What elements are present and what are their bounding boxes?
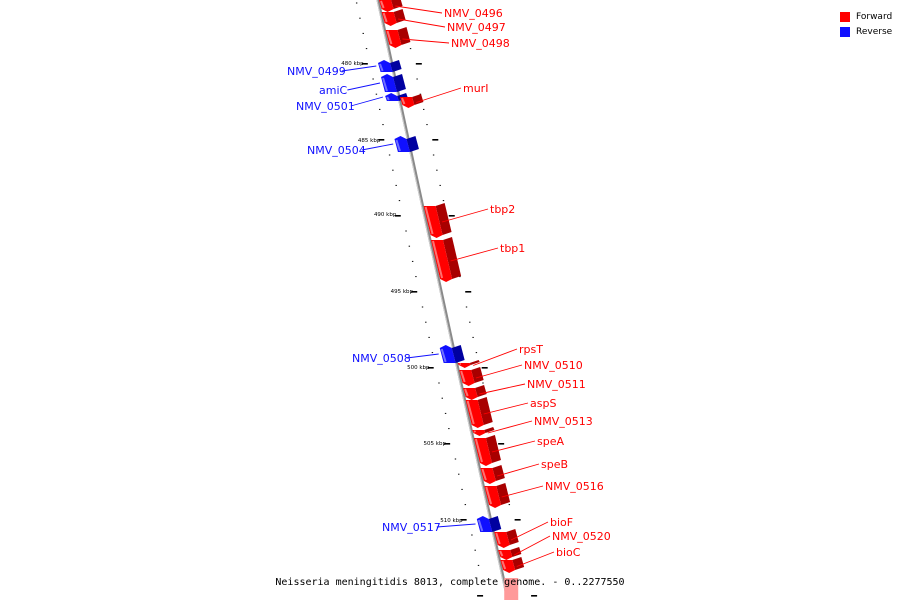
leader-line — [416, 87, 462, 103]
leader-line — [487, 420, 533, 434]
gene-label: NMV_0511 — [527, 378, 586, 391]
legend-label-reverse: Reverse — [856, 26, 893, 37]
leader-line — [516, 551, 555, 567]
kbp-label: 480 kbp — [341, 61, 364, 67]
gene-label: amiC — [319, 84, 348, 97]
gene-feature — [484, 483, 511, 508]
gene-label: rpsT — [519, 343, 543, 356]
gene-feature — [439, 345, 465, 363]
legend-item-forward: Forward — [840, 9, 892, 24]
kbp-label: 490 kbp — [374, 212, 397, 218]
gene-feature — [498, 547, 522, 560]
gene-label: NMV_0513 — [534, 415, 593, 428]
gene-label: bioF — [550, 516, 573, 529]
gene-label: NMV_0520 — [552, 530, 611, 543]
gene-label: tbp2 — [490, 203, 515, 216]
gene-feature — [423, 203, 452, 238]
leader-line — [510, 521, 549, 541]
gene-feature — [459, 367, 484, 386]
kbp-label: 495 kbp — [391, 289, 414, 295]
gene-label: NMV_0504 — [307, 144, 366, 157]
kbp-label: 500 kbp — [407, 365, 430, 371]
gene-label: murI — [463, 82, 488, 95]
gene-label: NMV_0497 — [447, 21, 506, 34]
gene-feature — [494, 529, 519, 548]
map-caption: Neisseria meningitidis 8013, complete ge… — [275, 577, 625, 588]
leader-line — [501, 485, 544, 498]
kbp-labels: 480 kbp 485 kbp 490 kbp 495 kbp 500 kbp 505 k… — [341, 61, 463, 524]
leader-line — [441, 208, 489, 223]
leader-line — [406, 353, 439, 359]
gene-feature — [431, 237, 462, 282]
leader-line — [475, 364, 523, 379]
gene-feature — [500, 557, 525, 573]
reverse-swatch — [840, 26, 850, 37]
gene-feature — [457, 360, 480, 368]
gene-label: NMV_0510 — [524, 359, 583, 372]
leader-line — [491, 440, 536, 453]
gene-feature — [378, 60, 402, 72]
leader-line — [483, 402, 529, 415]
legend-label-forward: Forward — [856, 11, 893, 22]
gene-feature — [480, 465, 505, 484]
leader-line — [450, 247, 499, 262]
gene-label: NMV_0508 — [352, 352, 411, 365]
gene-feature — [381, 9, 406, 26]
gene-feature — [381, 74, 406, 92]
leader-line — [436, 523, 476, 528]
gene-label: NMV_0516 — [545, 480, 604, 493]
gene-feature — [476, 516, 502, 532]
gene-feature — [472, 427, 495, 436]
gene-feature — [385, 27, 411, 48]
gene-label: aspS — [530, 397, 556, 410]
gene-feature — [394, 136, 419, 152]
leader-line — [395, 5, 443, 14]
leader-line — [473, 348, 518, 366]
forward-swatch — [840, 11, 850, 22]
gene-label: NMV_0496 — [444, 7, 503, 20]
tick-marks — [355, 2, 538, 597]
gene-feature — [465, 397, 493, 428]
leader-line — [398, 18, 446, 28]
gene-feature — [473, 435, 501, 466]
gene-features — [378, 0, 525, 600]
kbp-label: 505 kbp — [424, 441, 447, 447]
leader-line — [497, 463, 540, 477]
kbp-label: 510 kbp — [440, 518, 463, 524]
gene-feature — [400, 94, 424, 108]
gene-label: NMV_0501 — [296, 100, 355, 113]
leader-line — [514, 535, 551, 556]
legend: Forward Reverse — [840, 9, 892, 39]
gene-feature — [504, 578, 519, 600]
gene-label: speA — [537, 435, 564, 448]
gene-label: NMV_0499 — [287, 65, 346, 78]
kbp-label: 485 kbp — [358, 138, 381, 144]
gene-label: bioC — [556, 546, 581, 559]
leader-line — [350, 96, 384, 107]
gene-label: NMV_0517 — [382, 521, 441, 534]
leader-line — [479, 383, 526, 395]
gene-label: speB — [541, 458, 568, 471]
leader-line — [361, 143, 394, 151]
leader-line — [341, 65, 377, 72]
gene-label: tbp1 — [500, 242, 525, 255]
gene-feature — [463, 385, 487, 400]
leader-line — [402, 38, 450, 44]
legend-item-reverse: Reverse — [840, 24, 892, 39]
gene-label: NMV_0498 — [451, 37, 510, 50]
leader-line — [347, 82, 381, 91]
